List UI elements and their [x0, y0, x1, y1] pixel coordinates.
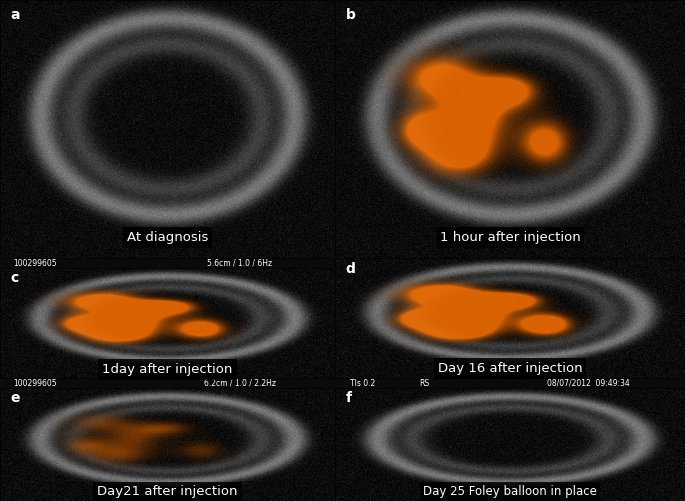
- Text: 1 hour after injection: 1 hour after injection: [440, 231, 580, 244]
- Text: 08/07/2012  09:49:34: 08/07/2012 09:49:34: [547, 378, 630, 387]
- Text: Day21 after injection: Day21 after injection: [97, 485, 238, 498]
- Text: a: a: [10, 8, 20, 22]
- Text: RS: RS: [420, 378, 429, 387]
- Text: e: e: [10, 391, 20, 405]
- Text: At diagnosis: At diagnosis: [127, 231, 208, 244]
- Text: TIs 0.2: TIs 0.2: [351, 259, 375, 268]
- Text: 1day after injection: 1day after injection: [102, 363, 233, 376]
- Text: TIs 0.2: TIs 0.2: [351, 378, 375, 387]
- Text: 6.2cm / 1.0 / 2.2Hz: 6.2cm / 1.0 / 2.2Hz: [203, 378, 276, 387]
- Text: d: d: [345, 262, 356, 276]
- Text: b: b: [345, 8, 356, 22]
- Text: 100299605: 100299605: [14, 378, 58, 387]
- Text: f: f: [345, 391, 351, 405]
- Text: 5.6cm / 1.0 / 6Hz: 5.6cm / 1.0 / 6Hz: [207, 259, 273, 268]
- Text: 07/26/2012  12:38: 07/26/2012 12:38: [560, 259, 630, 268]
- Text: Day 25 Foley balloon in place: Day 25 Foley balloon in place: [423, 485, 597, 498]
- Text: Day 16 after injection: Day 16 after injection: [438, 362, 582, 375]
- Text: 100299605: 100299605: [14, 259, 58, 268]
- Text: RS: RS: [420, 259, 429, 268]
- Text: c: c: [10, 272, 18, 285]
